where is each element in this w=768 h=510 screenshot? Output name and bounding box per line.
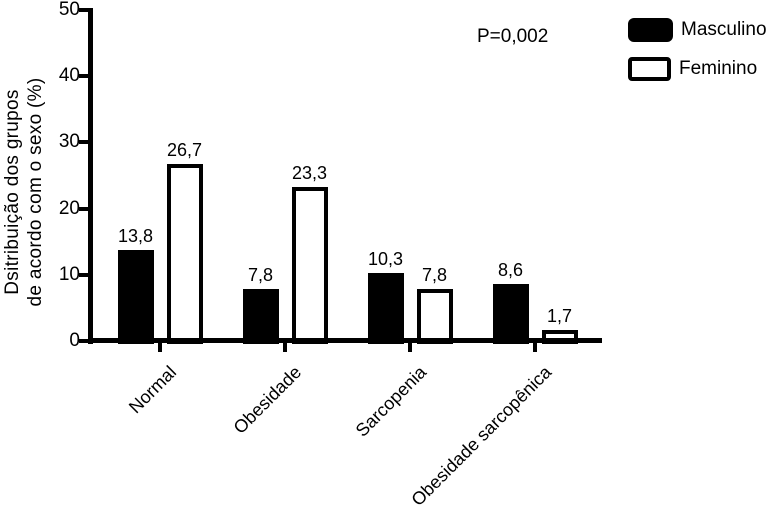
value-label-feminino-obesidade: 23,3 <box>291 162 328 183</box>
x-axis-label-obesidade: Obesidade <box>229 362 306 438</box>
y-tick-10 <box>79 272 90 277</box>
x-tick-obesidade-sarcopênica <box>533 343 537 352</box>
legend-label-masculino: Masculino <box>681 19 767 40</box>
value-label-feminino-obesidade-sarcopênica: 1,7 <box>546 305 573 326</box>
y-tick-label-40: 40 <box>58 65 80 87</box>
y-tick-50 <box>79 8 90 12</box>
x-axis-label-normal: Normal <box>124 362 181 418</box>
y-tick-label-30: 30 <box>58 131 80 153</box>
legend-item-feminino: Feminino <box>628 57 767 81</box>
value-label-masculino-obesidade-sarcopênica: 8,6 <box>497 260 524 281</box>
bar-feminino-obesidade <box>291 186 328 344</box>
bar-feminino-sarcopenia <box>416 289 453 344</box>
y-tick-label-50: 50 <box>58 0 80 20</box>
legend-label-feminino: Feminino <box>679 58 758 79</box>
legend-swatch-feminino <box>628 57 671 81</box>
y-tick-0 <box>79 339 90 343</box>
y-tick-label-10: 10 <box>58 263 80 285</box>
y-tick-label-0: 0 <box>69 330 80 351</box>
value-label-feminino-normal: 26,7 <box>166 140 203 161</box>
bar-masculino-normal <box>117 249 154 344</box>
legend-item-masculino: Masculino <box>628 18 767 42</box>
value-label-masculino-sarcopenia: 10,3 <box>367 248 404 269</box>
legend-swatch-masculino <box>628 18 673 42</box>
y-tick-label-20: 20 <box>58 197 80 219</box>
p-value-annotation: P=0,002 <box>477 26 549 47</box>
x-axis-label-obesidade-sarcopênica: Obesidade sarcopênica <box>407 362 556 510</box>
y-axis-title-line1: Dsitribuição dos grupos <box>2 89 23 295</box>
y-tick-40 <box>79 74 90 79</box>
legend: Masculino Feminino <box>628 18 767 96</box>
y-axis-line <box>88 8 93 344</box>
bar-masculino-obesidade-sarcopênica <box>492 284 529 344</box>
x-tick-obesidade <box>283 343 287 352</box>
bar-masculino-sarcopenia <box>367 272 404 344</box>
value-label-masculino-obesidade: 7,8 <box>247 265 274 286</box>
value-label-feminino-sarcopenia: 7,8 <box>421 265 448 286</box>
bar-masculino-obesidade <box>242 289 279 344</box>
x-axis-label-sarcopenia: Sarcopenia <box>351 362 431 441</box>
y-tick-30 <box>79 140 90 145</box>
y-tick-20 <box>79 206 90 211</box>
x-tick-normal <box>158 343 162 352</box>
x-axis-line <box>88 338 602 343</box>
value-label-masculino-normal: 13,8 <box>117 225 154 246</box>
bar-feminino-normal <box>166 164 203 344</box>
x-tick-sarcopenia <box>408 343 412 352</box>
